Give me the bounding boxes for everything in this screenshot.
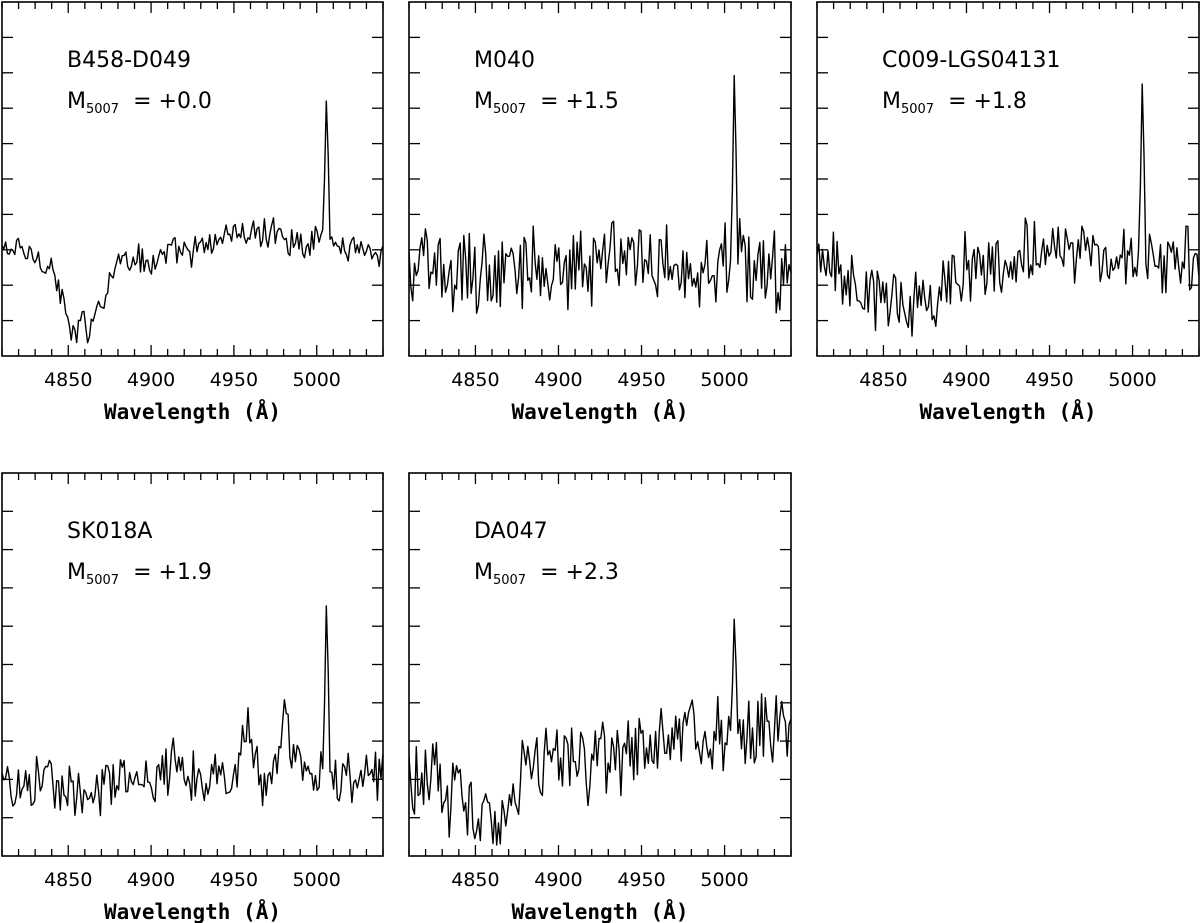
x-axis-label: Wavelength (Å) — [511, 899, 688, 923]
spectrum-panel: 4850 4900 4950 5000 Wavelength (Å) M040 M5007 =… — [408, 1, 792, 424]
x-axis-label: Wavelength (Å) — [104, 899, 281, 923]
x-tick-label: 4950 — [617, 369, 665, 391]
x-tick-label: 4850 — [859, 369, 907, 391]
x-tick-label: 4900 — [534, 369, 582, 391]
spectrum-line — [409, 74, 791, 314]
object-name: M040 — [474, 48, 535, 73]
object-name: C009-LGS04131 — [882, 48, 1061, 73]
x-tick-label: 5000 — [1108, 369, 1156, 391]
x-tick-label: 4900 — [127, 369, 175, 391]
x-tick-label: 4950 — [210, 369, 258, 391]
spectrum-panel: 4850 4900 4950 5000 Wavelength (Å) C009-LGS04… — [816, 1, 1200, 424]
x-tick-label: 4950 — [1025, 369, 1073, 391]
x-axis-label: Wavelength (Å) — [104, 399, 281, 424]
x-tick-label: 4900 — [534, 869, 582, 891]
x-tick-label: 5000 — [700, 369, 748, 391]
x-tick-label: 4850 — [44, 369, 92, 391]
magnitude-label: M5007 = +1.8 — [882, 89, 1027, 117]
x-tick-label: 4900 — [942, 369, 990, 391]
magnitude-label: M5007 = +1.5 — [474, 89, 619, 117]
plot-frame — [408, 472, 792, 857]
magnitude-label: M5007 = +1.9 — [67, 560, 212, 588]
magnitude-label: M5007 = +2.3 — [474, 560, 619, 588]
x-axis-label: Wavelength (Å) — [511, 399, 688, 424]
spectrum-panel: 4850 4900 4950 5000 Wavelength (Å) DA047 M5007… — [408, 472, 792, 923]
object-name: B458-D049 — [67, 48, 191, 73]
spectrum-panel: 4850 4900 4950 5000 Wavelength (Å) B458-D049 M… — [1, 1, 384, 424]
plot-frame — [408, 1, 792, 357]
plot-frame — [1, 1, 384, 357]
x-tick-label: 4850 — [44, 869, 92, 891]
x-tick-label: 4950 — [617, 869, 665, 891]
spectrum-line — [817, 83, 1199, 337]
object-name: DA047 — [474, 519, 548, 544]
x-tick-label: 4900 — [127, 869, 175, 891]
x-tick-label: 4950 — [210, 869, 258, 891]
x-tick-label: 4850 — [451, 369, 499, 391]
x-axis-label: Wavelength (Å) — [919, 399, 1096, 424]
spectrum-line — [2, 605, 383, 817]
spectrum-panel: 4850 4900 4950 5000 Wavelength (Å) SK018A M500… — [1, 472, 384, 923]
x-tick-label: 4850 — [451, 869, 499, 891]
magnitude-label: M5007 = +0.0 — [67, 89, 212, 117]
spectrum-line — [409, 618, 791, 846]
x-tick-label: 5000 — [700, 869, 748, 891]
x-tick-label: 5000 — [293, 369, 341, 391]
x-tick-label: 5000 — [293, 869, 341, 891]
object-name: SK018A — [67, 519, 152, 544]
spectrum-line — [2, 100, 383, 344]
